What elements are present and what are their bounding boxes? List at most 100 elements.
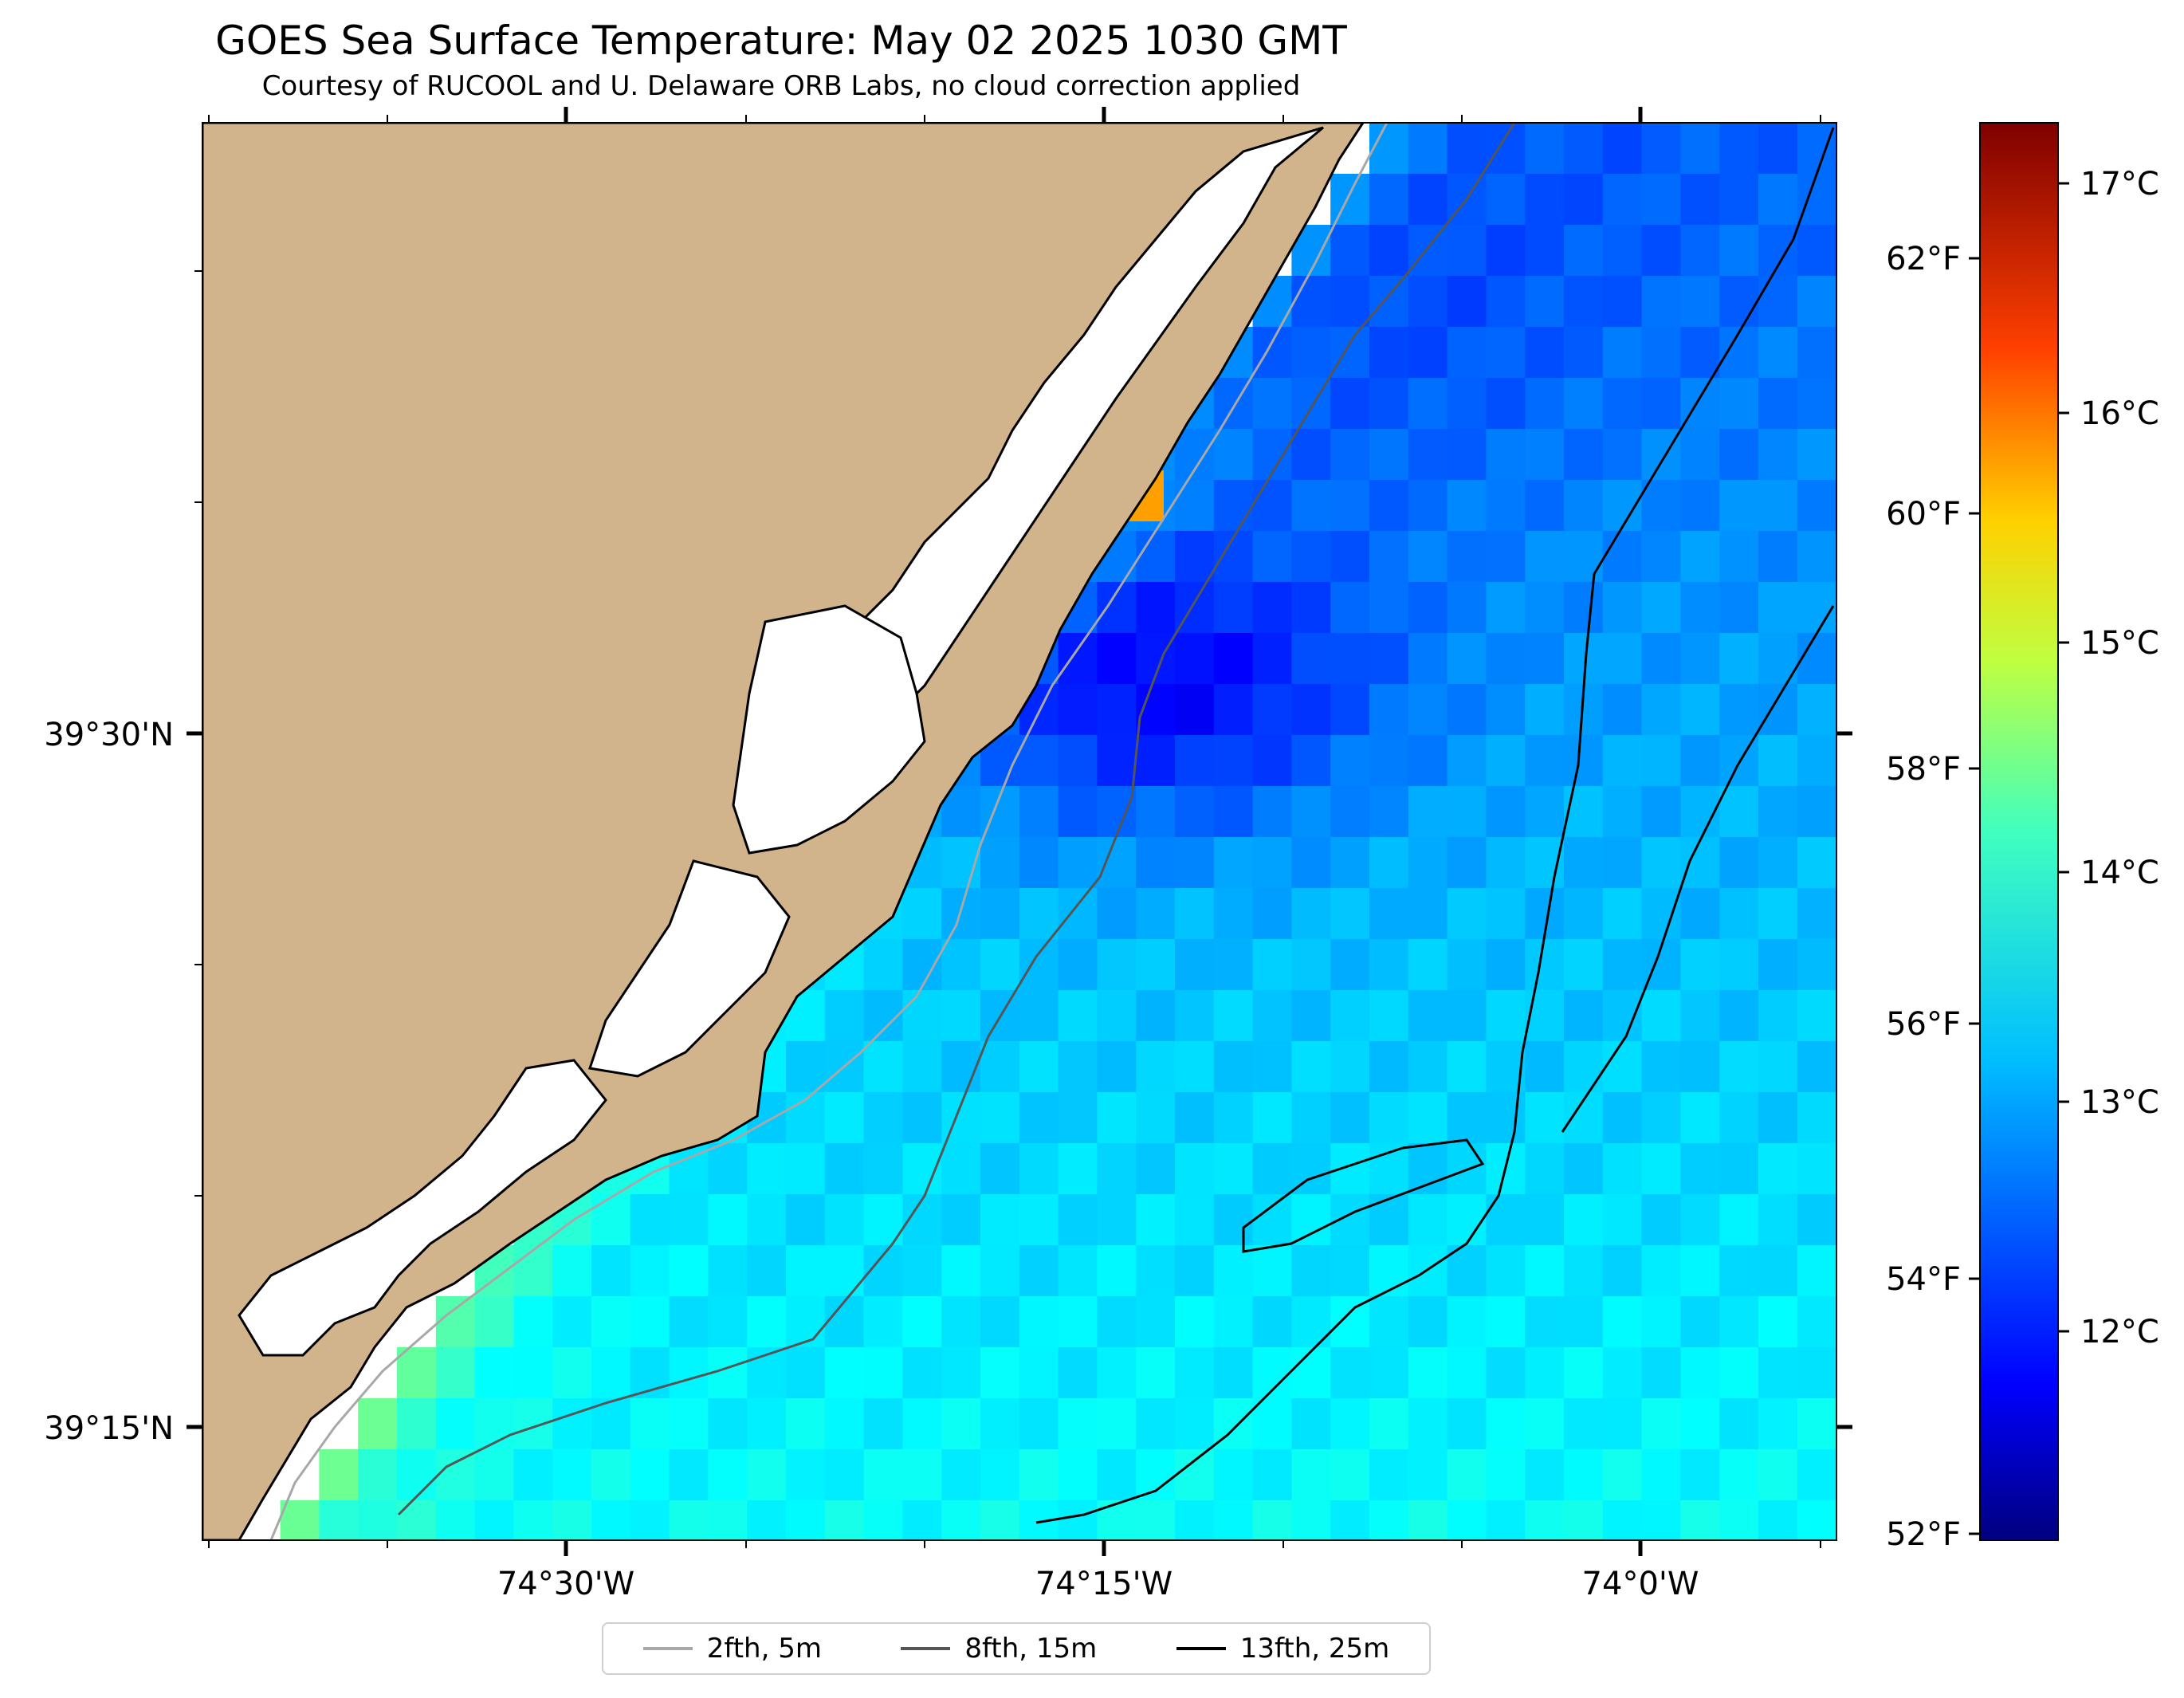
sst-cell xyxy=(1213,735,1254,787)
sst-cell xyxy=(435,1347,476,1399)
celsius-label: 17°C xyxy=(2080,166,2159,202)
sst-cell xyxy=(1330,786,1370,838)
sst-cell xyxy=(1564,1245,1604,1297)
sst-cell xyxy=(863,1296,903,1348)
sst-cell xyxy=(1097,1194,1137,1246)
sst-cell xyxy=(1136,1092,1176,1144)
sst-cell xyxy=(1525,1500,1565,1540)
sst-cell xyxy=(1525,480,1565,532)
sst-cell xyxy=(1525,1092,1565,1144)
sst-cell xyxy=(1641,1041,1681,1093)
sst-cell xyxy=(786,1194,826,1246)
sst-cell xyxy=(1058,1143,1098,1195)
x-tick-label: 74°15'W xyxy=(1035,1566,1173,1602)
sst-cell xyxy=(1213,1092,1254,1144)
sst-cell xyxy=(1564,1347,1604,1399)
sst-cell xyxy=(1175,684,1215,736)
sst-cell xyxy=(1175,480,1215,532)
sst-cell xyxy=(1797,990,1836,1042)
sst-cell xyxy=(1758,582,1798,634)
sst-cell xyxy=(863,939,903,991)
sst-cell xyxy=(863,1347,903,1399)
sst-cell xyxy=(1525,735,1565,787)
sst-cell xyxy=(1602,276,1643,328)
sst-cell xyxy=(1758,1143,1798,1195)
sst-cell xyxy=(435,1296,476,1348)
sst-cell xyxy=(1758,1398,1798,1450)
sst-cell xyxy=(630,1245,670,1297)
sst-cell xyxy=(1175,888,1215,940)
sst-cell xyxy=(1641,990,1681,1042)
sst-cell xyxy=(1175,735,1215,787)
sst-cell xyxy=(1797,633,1836,685)
sst-cell xyxy=(1602,429,1643,481)
sst-cell xyxy=(1252,735,1292,787)
sst-cell xyxy=(1525,378,1565,430)
sst-cell xyxy=(1564,174,1604,226)
sst-cell xyxy=(1408,1296,1448,1348)
sst-cell xyxy=(1797,1398,1836,1450)
sst-cell xyxy=(1680,939,1720,991)
map-title: GOES Sea Surface Temperature: May 02 202… xyxy=(215,18,1347,64)
sst-cell xyxy=(1641,633,1681,685)
sst-cell xyxy=(1719,990,1759,1042)
sst-cell xyxy=(1564,837,1604,889)
sst-cell xyxy=(941,990,981,1042)
sst-cell xyxy=(1291,786,1331,838)
sst-cell xyxy=(591,1296,631,1348)
sst-cell xyxy=(1408,1245,1448,1297)
sst-cell xyxy=(1797,276,1836,328)
sst-cell xyxy=(1719,1500,1759,1540)
sst-cell xyxy=(1797,378,1836,430)
sst-cell xyxy=(1330,1347,1370,1399)
sst-cell xyxy=(1641,1449,1681,1501)
sst-cell xyxy=(1641,276,1681,328)
sst-cell xyxy=(1330,1245,1370,1297)
sst-cell xyxy=(1019,939,1059,991)
sst-cell xyxy=(435,1500,476,1540)
sst-cell xyxy=(1719,123,1759,175)
sst-cell xyxy=(1291,582,1331,634)
sst-cell xyxy=(1719,174,1759,226)
sst-cell xyxy=(1058,633,1098,685)
sst-field xyxy=(280,123,1836,1540)
marsh-south xyxy=(588,859,791,1078)
sst-cell xyxy=(1680,1398,1720,1450)
sst-cell xyxy=(1330,276,1370,328)
sst-cell xyxy=(1408,480,1448,532)
sst-cell xyxy=(1719,684,1759,736)
sst-cell xyxy=(980,1194,1020,1246)
sst-cell xyxy=(552,1245,592,1297)
sst-cell xyxy=(319,1449,359,1501)
sst-cell xyxy=(1564,735,1604,787)
sst-cell xyxy=(1564,990,1604,1042)
sst-cell xyxy=(1408,1194,1448,1246)
sst-cell xyxy=(1291,837,1331,889)
sst-cell xyxy=(1602,1296,1643,1348)
sst-cell xyxy=(1564,939,1604,991)
sst-cell xyxy=(1680,684,1720,736)
sst-cell xyxy=(1486,225,1526,277)
sst-cell xyxy=(1564,1143,1604,1195)
sst-cell xyxy=(1058,837,1098,889)
sst-cell xyxy=(1291,1296,1331,1348)
sst-cell xyxy=(630,1500,670,1540)
sst-cell xyxy=(1447,582,1487,634)
sst-cell xyxy=(1097,1398,1137,1450)
sst-cell xyxy=(1252,888,1292,940)
sst-cell xyxy=(1797,786,1836,838)
sst-cell xyxy=(1019,1398,1059,1450)
sst-cell xyxy=(1136,735,1176,787)
sst-cell xyxy=(1719,1041,1759,1093)
sst-cell xyxy=(1486,786,1526,838)
sst-cell xyxy=(1447,276,1487,328)
sst-cell xyxy=(1291,990,1331,1042)
y-tick-label: 39°30'N xyxy=(44,717,174,753)
sst-cell xyxy=(1291,327,1331,379)
sst-cell xyxy=(786,1296,826,1348)
sst-cell xyxy=(1213,1245,1254,1297)
sst-cell xyxy=(1719,429,1759,481)
sst-cell xyxy=(1291,633,1331,685)
sst-cell xyxy=(1291,1245,1331,1297)
sst-cell xyxy=(1447,888,1487,940)
